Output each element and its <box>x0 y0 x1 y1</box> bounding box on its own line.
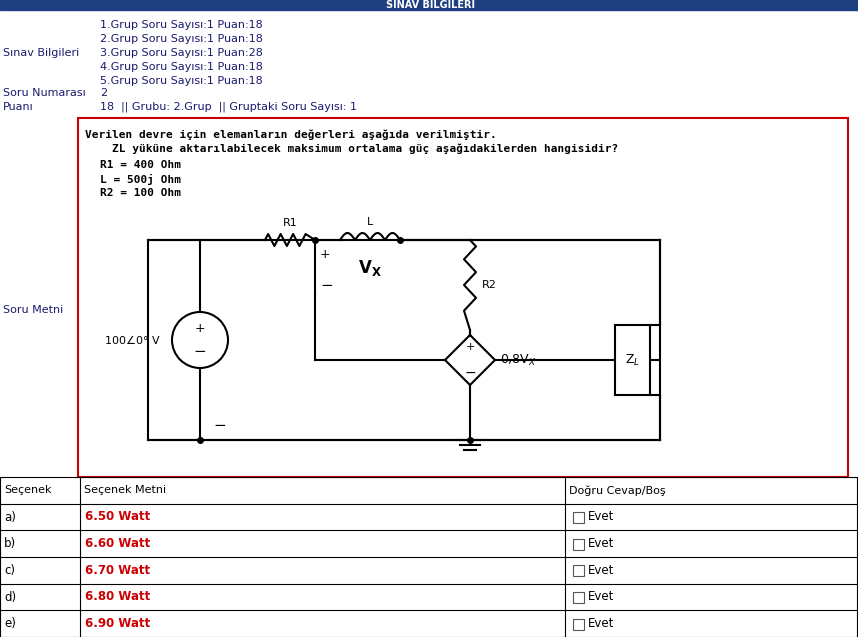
Text: Puanı: Puanı <box>3 102 33 112</box>
Text: 6.70 Watt: 6.70 Watt <box>85 564 150 577</box>
Text: L: L <box>367 217 373 227</box>
Text: Doğru Cevap/Boş: Doğru Cevap/Boş <box>569 485 666 496</box>
Text: c): c) <box>4 564 15 577</box>
Text: Z$_L$: Z$_L$ <box>625 352 640 368</box>
Text: Verilen devre için elemanların değerleri aşağıda verilmiştir.: Verilen devre için elemanların değerleri… <box>85 130 497 141</box>
Text: +: + <box>320 248 330 262</box>
Text: 6.80 Watt: 6.80 Watt <box>85 590 150 603</box>
Text: $\mathbf{V_X}$: $\mathbf{V_X}$ <box>358 257 382 278</box>
Bar <box>573 565 584 576</box>
Text: R1 = 400 Ohm: R1 = 400 Ohm <box>100 160 181 170</box>
Text: R2 = 100 Ohm: R2 = 100 Ohm <box>100 188 181 198</box>
Text: R2: R2 <box>482 280 497 290</box>
Text: Evet: Evet <box>588 564 614 577</box>
Text: Seçenek: Seçenek <box>4 485 51 496</box>
Bar <box>78 118 848 477</box>
Text: −: − <box>320 278 333 292</box>
Bar <box>0 0 858 10</box>
Text: Evet: Evet <box>588 590 614 603</box>
Text: 3.Grup Soru Sayısı:1 Puan:28: 3.Grup Soru Sayısı:1 Puan:28 <box>100 48 263 58</box>
Text: 6.60 Watt: 6.60 Watt <box>85 537 150 550</box>
Text: 0,8V$_X$: 0,8V$_X$ <box>500 352 537 368</box>
Text: b): b) <box>4 537 16 550</box>
Text: Sınav Bilgileri: Sınav Bilgileri <box>3 48 79 58</box>
Text: d): d) <box>4 590 16 603</box>
Text: Evet: Evet <box>588 510 614 524</box>
Bar <box>615 325 650 395</box>
Text: 2.Grup Soru Sayısı:1 Puan:18: 2.Grup Soru Sayısı:1 Puan:18 <box>100 34 263 44</box>
Bar <box>573 539 584 550</box>
Text: 2: 2 <box>100 88 107 98</box>
Text: +: + <box>195 322 205 334</box>
Text: e): e) <box>4 617 16 630</box>
Text: −: − <box>194 345 207 359</box>
Text: 5.Grup Soru Sayısı:1 Puan:18: 5.Grup Soru Sayısı:1 Puan:18 <box>100 76 263 86</box>
Text: Soru Numarası: Soru Numarası <box>3 88 86 98</box>
Text: a): a) <box>4 510 16 524</box>
Text: R1: R1 <box>282 218 298 228</box>
Text: Soru Metni: Soru Metni <box>3 305 63 315</box>
Text: 1.Grup Soru Sayısı:1 Puan:18: 1.Grup Soru Sayısı:1 Puan:18 <box>100 20 263 30</box>
Text: 18  || Grubu: 2.Grup  || Gruptaki Soru Sayısı: 1: 18 || Grubu: 2.Grup || Gruptaki Soru Say… <box>100 102 357 112</box>
Text: −: − <box>214 417 227 433</box>
Text: Seçenek Metni: Seçenek Metni <box>84 485 166 496</box>
Text: +: + <box>465 343 474 352</box>
Text: ZL yüküne aktarılabilecek maksimum ortalama güç aşağıdakilerden hangisidir?: ZL yüküne aktarılabilecek maksimum ortal… <box>85 144 619 155</box>
Text: L = 500j Ohm: L = 500j Ohm <box>100 174 181 185</box>
Bar <box>573 592 584 603</box>
Text: 100$\angle$0° V: 100$\angle$0° V <box>104 334 160 347</box>
Text: Evet: Evet <box>588 617 614 630</box>
Bar <box>573 512 584 523</box>
Text: −: − <box>464 366 476 380</box>
Text: SINAV BİLGİLERİ: SINAV BİLGİLERİ <box>385 0 474 10</box>
Text: 6.50 Watt: 6.50 Watt <box>85 510 150 524</box>
Text: Evet: Evet <box>588 537 614 550</box>
Text: 4.Grup Soru Sayısı:1 Puan:18: 4.Grup Soru Sayısı:1 Puan:18 <box>100 62 263 72</box>
Bar <box>573 619 584 629</box>
Text: 6.90 Watt: 6.90 Watt <box>85 617 150 630</box>
